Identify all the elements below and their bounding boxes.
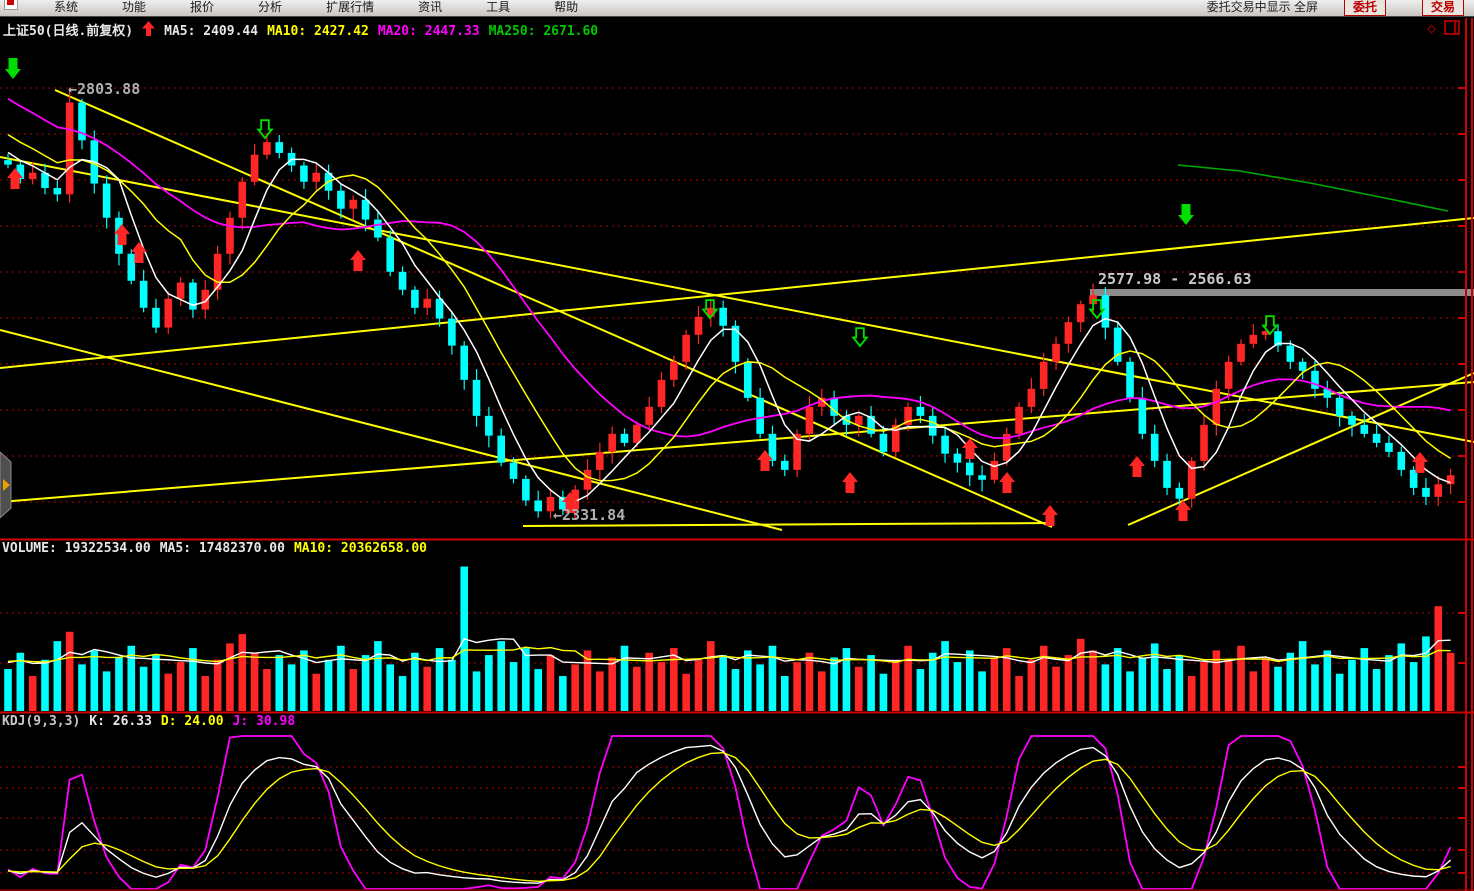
- trough-price-label: ←2331.84: [553, 506, 626, 524]
- buy-signal-arrow-icon: [1042, 505, 1058, 526]
- order-button[interactable]: 委托: [1343, 0, 1386, 16]
- signal-arrows: [5, 58, 1428, 526]
- kdj-d-value: D: 24.00: [160, 714, 224, 729]
- ma5-line: [7, 151, 1451, 503]
- expand-arrow-icon: [3, 479, 10, 491]
- volume-value: VOLUME: 19322534.00: [2, 541, 151, 556]
- peak-price-label: ←2803.88: [68, 80, 141, 98]
- trend-lines: [0, 89, 1474, 531]
- kdj-j-value: J: 30.98: [232, 714, 296, 729]
- kdj-d-line: [7, 752, 1451, 883]
- menu-right-text: 委托交易中显示 全屏: [1206, 0, 1318, 14]
- buy-signal-arrow-icon: [7, 168, 23, 189]
- main-chart-header: 上证50(日线.前复权) MA5: 2409.44 MA10: 2427.42 MA2…: [3, 20, 607, 40]
- ma20-line: [7, 97, 1451, 439]
- volume-ma10-line: [7, 646, 1451, 664]
- volume-header: VOLUME: 19322534.00 MA5: 17482370.00 MA10:…: [2, 541, 436, 556]
- sell-hollow-arrow-icon: [701, 299, 719, 320]
- sell-signal-arrow-icon: [1178, 204, 1194, 225]
- buy-signal-arrow-icon: [131, 242, 147, 263]
- kdj-k-value: K: 26.33: [89, 714, 152, 729]
- buy-signal-arrow-icon: [562, 492, 578, 513]
- menu-item-news[interactable]: 资讯: [418, 0, 443, 14]
- kdj-header: KDJ(9,3,3) K: 26.33 D: 24.00 J: 30.98: [2, 714, 304, 729]
- volume-bars: [4, 566, 1455, 711]
- ma10-line: [7, 134, 1452, 482]
- menu-bar: 系统 功能 报价 分析 扩展行情 资讯 工具 帮助 委托交易中显示 全屏 委托 …: [0, 0, 1474, 17]
- ma250-value: MA250: 2671.60: [488, 24, 599, 39]
- volume-ma5-line: [7, 637, 1451, 665]
- menu-item-quotes[interactable]: 报价: [190, 0, 215, 14]
- kdj-j-line: [7, 735, 1452, 890]
- volume-ma5-value: MA5: 17482370.00: [159, 541, 285, 556]
- menu-item-help[interactable]: 帮助: [554, 0, 579, 14]
- gap-range-label: 2577.98 - 2566.63: [1098, 270, 1252, 288]
- sell-hollow-arrow-icon: [851, 327, 869, 348]
- ma5-value: MA5: 2409.44: [164, 24, 259, 39]
- sell-hollow-arrow-icon: [1261, 315, 1279, 336]
- buy-signal-arrow-icon: [842, 472, 858, 493]
- volume-ma10-value: MA10: 20362658.00: [293, 541, 428, 556]
- menu-item-tools[interactable]: 工具: [486, 0, 511, 14]
- diamond-icon[interactable]: ◇: [1426, 18, 1436, 37]
- buy-signal-arrow-icon: [114, 224, 130, 245]
- kdj-k-line: [7, 744, 1452, 884]
- gap-zone-bar: [1090, 289, 1474, 296]
- candles: [4, 90, 1455, 519]
- ma250-line: [1177, 164, 1449, 212]
- menu-item-extended[interactable]: 扩展行情: [326, 0, 375, 14]
- app-icon[interactable]: [4, 0, 18, 10]
- instrument-title: 上证50(日线.前复权): [3, 24, 134, 39]
- ma20-value: MA20: 2447.33: [377, 24, 480, 39]
- chart-corner-controls: ◇: [1427, 20, 1460, 35]
- sell-hollow-arrow-icon: [256, 119, 274, 140]
- buy-signal-arrow-icon: [1129, 456, 1145, 477]
- sell-signal-arrow-icon: [5, 58, 21, 79]
- kdj-name: KDJ(9,3,3): [2, 714, 81, 729]
- gap-bar: [1090, 289, 1474, 296]
- menu-item-analysis[interactable]: 分析: [258, 0, 283, 14]
- buy-signal-arrow-icon: [1175, 500, 1191, 521]
- menu-item-system[interactable]: 系统: [54, 0, 79, 14]
- buy-signal-arrow-icon: [1412, 452, 1428, 473]
- trend-up-icon: [142, 21, 156, 40]
- buy-signal-arrow-icon: [350, 250, 366, 271]
- sell-hollow-arrow-icon: [1088, 299, 1106, 320]
- sidebar-expand-tab[interactable]: [0, 450, 16, 520]
- split-window-icon[interactable]: [1444, 20, 1460, 35]
- trade-button[interactable]: 交易: [1421, 0, 1464, 16]
- axis-and-borders: [0, 18, 1474, 891]
- buy-signal-arrow-icon: [999, 472, 1015, 493]
- buy-signal-arrow-icon: [757, 450, 773, 471]
- menu-item-function[interactable]: 功能: [122, 0, 147, 14]
- buy-signal-arrow-icon: [962, 438, 978, 459]
- ma10-value: MA10: 2427.42: [267, 24, 369, 39]
